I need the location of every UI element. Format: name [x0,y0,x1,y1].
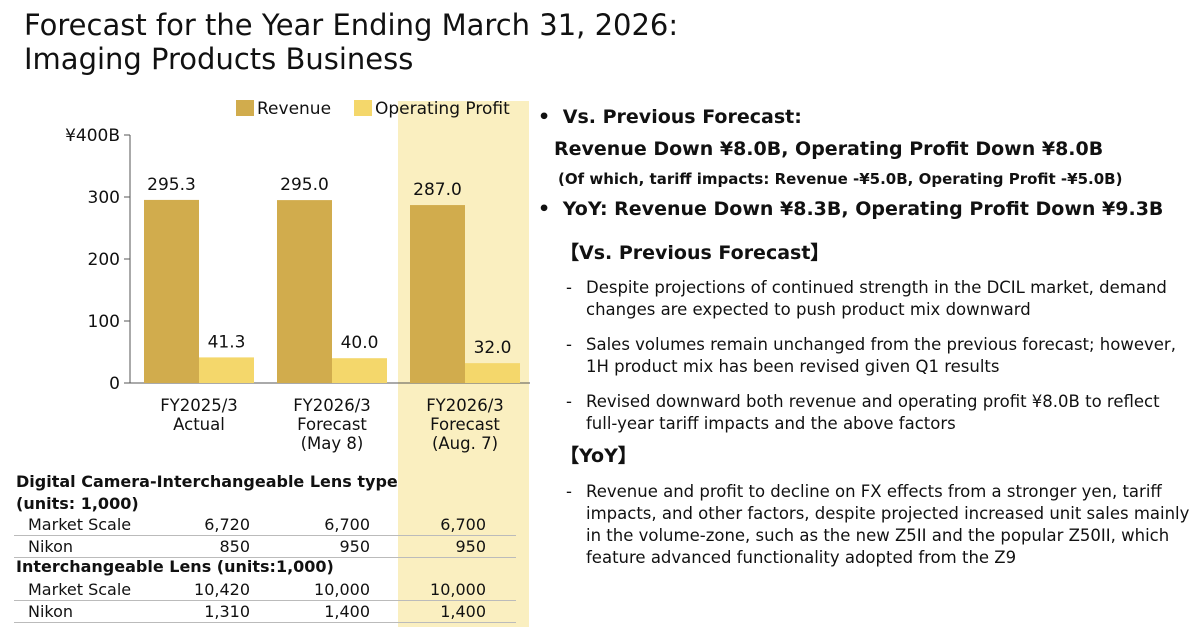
cell-value: 6,720 [204,515,250,534]
tariff-note: (Of which, tariff impacts: Revenue -¥5.0… [558,170,1123,188]
page-title-line2: Imaging Products Business [24,42,414,76]
table-row: Nikon 1,310 1,400 1,400 [14,600,516,623]
x-tick-label: (May 8) [301,434,364,453]
bar-operating-profit [199,357,254,383]
legend-label: Revenue [257,99,331,119]
dash: - [566,335,572,354]
table1-heading: Digital Camera-Interchangeable Lens type [16,472,398,491]
table-row: Market Scale 10,420 10,000 10,000 [14,578,516,601]
dash: - [566,278,572,297]
row-label: Nikon [28,537,74,556]
table-row: Market Scale 6,720 6,700 6,700 [14,513,516,536]
row-label: Market Scale [28,515,132,534]
bullet-dot: • [538,106,551,128]
dash: - [566,482,572,501]
data-label: 32.0 [474,338,512,358]
table2-heading: Interchangeable Lens (units:1,000) [16,557,334,576]
y-tick-label: 200 [88,250,120,270]
x-tick-label: FY2025/3 [160,396,238,415]
bar-revenue [410,205,465,383]
legend-label: Operating Profit [375,99,510,119]
table1-units: (units: 1,000) [16,494,139,513]
table-row: Nikon 850 950 950 [14,535,516,558]
row-label: Market Scale [28,580,132,599]
data-label: 287.0 [413,180,462,200]
page-title: Forecast for the Year Ending March 31, 2… [24,8,678,76]
list-item-text: Revenue and profit to decline on FX effe… [586,482,1190,567]
y-tick-label: ¥400B [65,126,120,146]
cell-value: 1,310 [204,602,250,621]
y-tick-label: 100 [88,312,120,332]
cell-value: 10,420 [194,580,250,599]
list-item-text: Despite projections of continued strengt… [586,278,1167,319]
cell-value: 6,700 [440,515,486,534]
bullet-yoy: • YoY: Revenue Down ¥8.3B, Operating Pro… [538,198,1163,220]
data-label: 295.3 [147,175,196,195]
data-label: 41.3 [208,332,246,352]
bullet-vs-previous-detail: Revenue Down ¥8.0B, Operating Profit Dow… [554,138,1104,160]
dash: - [566,392,572,411]
bullet-text: YoY: Revenue Down ¥8.3B, Operating Profi… [562,198,1164,220]
bar-revenue [277,200,332,383]
bullet-text: Vs. Previous Forecast: [562,106,802,128]
list-item-text: Revised downward both revenue and operat… [586,392,1160,433]
bar-revenue [144,199,199,383]
bullet-vs-previous: • Vs. Previous Forecast: [538,106,802,128]
cell-value: 950 [339,537,370,556]
bar-operating-profit [465,363,520,383]
cell-value: 850 [219,537,250,556]
cell-value: 6,700 [324,515,370,534]
cell-value: 1,400 [324,602,370,621]
x-tick-label: Forecast [297,415,367,434]
bar-operating-profit [332,358,387,383]
y-tick-label: 300 [88,188,120,208]
section-heading-yoy: 【YoY】 [560,445,637,467]
cell-value: 950 [455,537,486,556]
cell-value: 1,400 [440,602,486,621]
cell-value: 10,000 [314,580,370,599]
legend-swatch [354,100,372,116]
data-label: 40.0 [341,333,379,353]
x-tick-label: Actual [173,415,225,434]
y-tick-label: 0 [109,374,120,394]
row-label: Nikon [28,602,74,621]
x-tick-label: (Aug. 7) [432,434,498,453]
data-label: 295.0 [280,175,329,195]
legend-swatch [236,100,254,116]
x-tick-label: FY2026/3 [293,396,371,415]
list-item-text: Sales volumes remain unchanged from the … [586,335,1176,376]
x-tick-label: FY2026/3 [426,396,504,415]
cell-value: 10,000 [430,580,486,599]
page-title-line1: Forecast for the Year Ending March 31, 2… [24,8,679,42]
x-tick-label: Forecast [430,415,500,434]
bullet-dot: • [538,198,551,220]
section-heading-vs-previous: 【Vs. Previous Forecast】 [560,242,830,264]
